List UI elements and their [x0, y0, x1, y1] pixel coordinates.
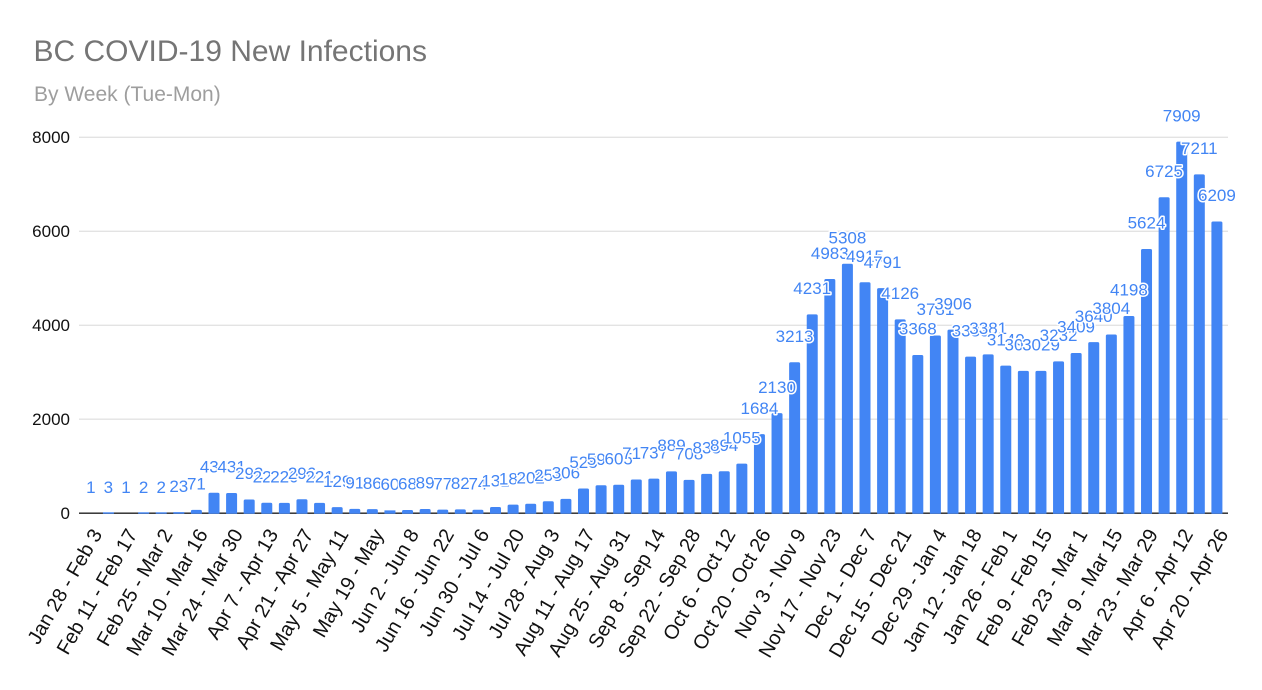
svg-text:4791: 4791: [864, 253, 902, 272]
svg-text:4198: 4198: [1110, 281, 1148, 300]
svg-text:894: 894: [710, 436, 738, 455]
svg-text:1684: 1684: [740, 399, 778, 418]
svg-text:23: 23: [169, 477, 188, 496]
svg-text:889: 889: [657, 436, 685, 455]
svg-text:3030: 3030: [1004, 336, 1042, 355]
svg-text:306: 306: [552, 464, 580, 483]
svg-text:1: 1: [121, 478, 130, 497]
svg-text:605: 605: [605, 450, 633, 469]
svg-text:131: 131: [481, 472, 509, 491]
svg-text:182: 182: [499, 469, 527, 488]
svg-text:6000: 6000: [32, 222, 70, 241]
svg-text:3368: 3368: [899, 320, 937, 339]
svg-text:3781: 3781: [916, 300, 954, 319]
svg-text:3232: 3232: [1040, 326, 1078, 345]
svg-text:3213: 3213: [776, 327, 814, 346]
svg-text:3333: 3333: [952, 321, 990, 340]
svg-text:77: 77: [433, 474, 452, 493]
svg-text:5308: 5308: [828, 229, 866, 248]
svg-text:222: 222: [253, 468, 281, 487]
svg-text:3: 3: [104, 478, 113, 497]
svg-text:7211: 7211: [1181, 139, 1218, 158]
svg-text:6725: 6725: [1145, 162, 1183, 181]
svg-text:89: 89: [416, 474, 435, 493]
svg-text:2130: 2130: [758, 378, 796, 397]
svg-text:1: 1: [86, 478, 95, 497]
svg-text:220: 220: [270, 468, 298, 487]
svg-text:4983: 4983: [811, 244, 849, 263]
svg-text:525: 525: [569, 453, 597, 472]
svg-text:8000: 8000: [32, 128, 70, 147]
svg-text:431: 431: [217, 458, 245, 477]
svg-text:5624: 5624: [1128, 214, 1166, 233]
svg-text:3381: 3381: [969, 319, 1007, 338]
svg-text:296: 296: [288, 464, 316, 483]
svg-text:221: 221: [305, 468, 333, 487]
svg-text:6209: 6209: [1198, 186, 1236, 205]
svg-text:3029: 3029: [1022, 336, 1060, 355]
svg-text:3640: 3640: [1075, 307, 1113, 326]
svg-text:4000: 4000: [32, 316, 70, 335]
svg-text:292: 292: [235, 464, 263, 483]
svg-text:4915: 4915: [846, 247, 884, 266]
svg-text:By Week (Tue-Mon): By Week (Tue-Mon): [34, 83, 221, 106]
svg-text:BC COVID-19 New Infections: BC COVID-19 New Infections: [34, 35, 427, 68]
svg-text:2: 2: [156, 478, 165, 497]
svg-text:82: 82: [451, 474, 470, 493]
svg-text:3906: 3906: [934, 294, 972, 313]
svg-text:7909: 7909: [1163, 106, 1201, 125]
svg-text:717: 717: [622, 444, 650, 463]
svg-text:3804: 3804: [1092, 299, 1130, 318]
svg-text:2000: 2000: [32, 410, 70, 429]
svg-text:434: 434: [200, 458, 228, 477]
svg-text:596: 596: [587, 450, 615, 469]
svg-text:737: 737: [640, 443, 668, 462]
svg-text:129: 129: [323, 472, 351, 491]
svg-text:253: 253: [534, 466, 562, 485]
svg-text:3409: 3409: [1057, 318, 1095, 337]
svg-text:4231: 4231: [793, 279, 831, 298]
svg-text:71: 71: [187, 475, 206, 494]
svg-text:708: 708: [675, 445, 703, 464]
svg-text:60: 60: [380, 475, 399, 494]
svg-text:86: 86: [363, 474, 382, 493]
svg-text:91: 91: [345, 474, 364, 493]
svg-text:2: 2: [139, 478, 148, 497]
svg-text:4126: 4126: [881, 284, 919, 303]
svg-text:68: 68: [398, 475, 417, 494]
svg-text:74: 74: [468, 474, 487, 493]
svg-text:202: 202: [517, 468, 545, 487]
svg-text:838: 838: [693, 439, 721, 458]
svg-text:1055: 1055: [723, 428, 761, 447]
svg-text:0: 0: [61, 504, 70, 523]
svg-text:3140: 3140: [987, 330, 1025, 349]
